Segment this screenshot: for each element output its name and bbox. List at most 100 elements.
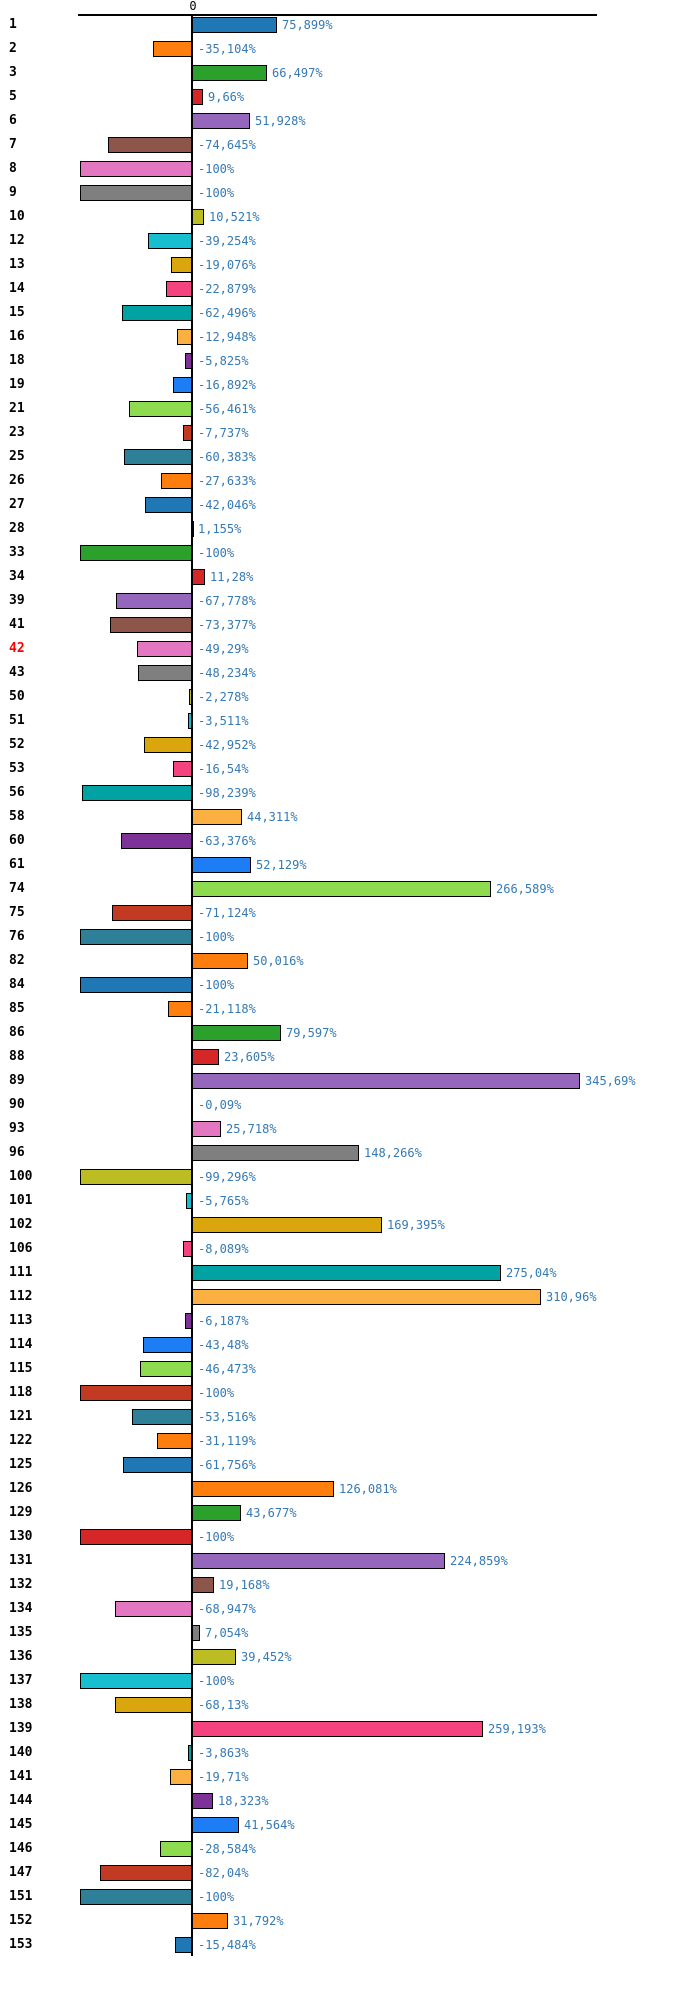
value-label-102: 169,395%: [387, 1218, 445, 1232]
row-label-28: 28: [9, 521, 25, 536]
value-label-25: -60,383%: [198, 450, 256, 464]
bar-3: [192, 65, 267, 81]
row-label-113: 113: [9, 1313, 33, 1328]
row-label-139: 139: [9, 1721, 33, 1736]
row-label-132: 132: [9, 1577, 33, 1592]
row-label-2: 2: [9, 41, 17, 56]
bar-39: [116, 593, 192, 609]
row-label-33: 33: [9, 545, 25, 560]
value-label-140: -3,863%: [198, 1746, 249, 1760]
row-label-134: 134: [9, 1601, 33, 1616]
bar-34: [192, 569, 205, 585]
value-label-85: -21,118%: [198, 1002, 256, 1016]
value-label-114: -43,48%: [198, 1338, 249, 1352]
row-label-93: 93: [9, 1121, 25, 1136]
bar-10: [192, 209, 204, 225]
bar-89: [192, 1073, 580, 1089]
row-label-6: 6: [9, 113, 17, 128]
bar-76: [80, 929, 192, 945]
row-label-152: 152: [9, 1913, 33, 1928]
bar-146: [160, 1841, 192, 1857]
value-label-26: -27,633%: [198, 474, 256, 488]
value-label-89: 345,69%: [585, 1074, 636, 1088]
row-label-96: 96: [9, 1145, 25, 1160]
bar-58: [192, 809, 242, 825]
bar-43: [138, 665, 192, 681]
value-label-129: 43,677%: [246, 1506, 297, 1520]
row-label-118: 118: [9, 1385, 33, 1400]
row-label-106: 106: [9, 1241, 33, 1256]
row-label-151: 151: [9, 1889, 33, 1904]
row-label-122: 122: [9, 1433, 33, 1448]
bar-121: [132, 1409, 192, 1425]
bar-145: [192, 1817, 239, 1833]
bar-118: [80, 1385, 192, 1401]
row-label-43: 43: [9, 665, 25, 680]
value-label-28: 1,155%: [198, 522, 242, 536]
row-label-42: 42: [9, 641, 25, 656]
bar-132: [192, 1577, 214, 1593]
value-label-139: 259,193%: [488, 1722, 546, 1736]
row-label-27: 27: [9, 497, 25, 512]
bar-25: [124, 449, 192, 465]
row-label-88: 88: [9, 1049, 25, 1064]
row-label-5: 5: [9, 89, 17, 104]
row-label-51: 51: [9, 713, 25, 728]
bar-15: [122, 305, 192, 321]
bar-139: [192, 1721, 483, 1737]
value-label-42: -49,29%: [198, 642, 249, 656]
row-label-85: 85: [9, 1001, 25, 1016]
row-label-125: 125: [9, 1457, 33, 1472]
row-label-114: 114: [9, 1337, 33, 1352]
value-label-96: 148,266%: [364, 1146, 422, 1160]
row-label-86: 86: [9, 1025, 25, 1040]
value-label-60: -63,376%: [198, 834, 256, 848]
row-label-34: 34: [9, 569, 25, 584]
row-label-75: 75: [9, 905, 25, 920]
bar-153: [175, 1937, 192, 1953]
row-label-129: 129: [9, 1505, 33, 1520]
value-label-135: 7,054%: [205, 1626, 249, 1640]
value-label-13: -19,076%: [198, 258, 256, 272]
value-label-151: -100%: [198, 1890, 235, 1904]
row-label-138: 138: [9, 1697, 33, 1712]
bar-130: [80, 1529, 192, 1545]
row-label-26: 26: [9, 473, 25, 488]
value-label-56: -98,239%: [198, 786, 256, 800]
value-label-7: -74,645%: [198, 138, 256, 152]
value-label-82: 50,016%: [253, 954, 304, 968]
value-label-125: -61,756%: [198, 1458, 256, 1472]
value-label-126: 126,081%: [339, 1482, 397, 1496]
row-label-23: 23: [9, 425, 25, 440]
row-label-126: 126: [9, 1481, 33, 1496]
row-label-121: 121: [9, 1409, 33, 1424]
x-axis-line: [78, 14, 597, 16]
row-label-140: 140: [9, 1745, 33, 1760]
bar-6: [192, 113, 250, 129]
row-label-131: 131: [9, 1553, 33, 1568]
row-label-82: 82: [9, 953, 25, 968]
bar-13: [171, 257, 192, 273]
row-label-61: 61: [9, 857, 25, 872]
bar-84: [80, 977, 192, 993]
bar-112: [192, 1289, 541, 1305]
value-label-43: -48,234%: [198, 666, 256, 680]
bar-147: [100, 1865, 192, 1881]
bar-137: [80, 1673, 192, 1689]
bar-125: [123, 1457, 192, 1473]
row-label-9: 9: [9, 185, 17, 200]
row-label-137: 137: [9, 1673, 33, 1688]
bar-42: [137, 641, 192, 657]
bar-134: [115, 1601, 192, 1617]
row-label-52: 52: [9, 737, 25, 752]
row-label-15: 15: [9, 305, 25, 320]
value-label-41: -73,377%: [198, 618, 256, 632]
bar-75: [112, 905, 192, 921]
bar-100: [80, 1169, 192, 1185]
row-label-100: 100: [9, 1169, 33, 1184]
value-label-144: 18,323%: [218, 1794, 269, 1808]
value-label-100: -99,296%: [198, 1170, 256, 1184]
row-label-1: 1: [9, 17, 17, 32]
value-label-111: 275,04%: [506, 1266, 557, 1280]
